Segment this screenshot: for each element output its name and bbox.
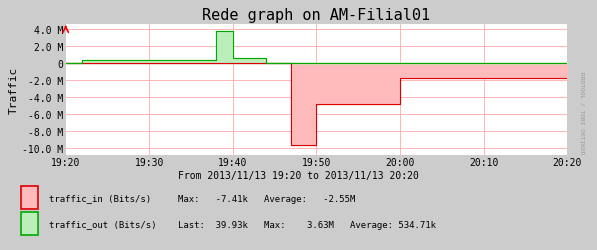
Text: traffic_in (Bits/s)     Max:   -7.41k   Average:   -2.55M: traffic_in (Bits/s) Max: -7.41k Average:… — [49, 194, 355, 203]
Text: traffic_out (Bits/s)    Last:  39.93k   Max:    3.63M   Average: 534.71k: traffic_out (Bits/s) Last: 39.93k Max: 3… — [49, 220, 436, 230]
Text: RRDTOOL / TOBI OETIKER: RRDTOOL / TOBI OETIKER — [580, 72, 584, 154]
Text: From 2013/11/13 19:20 to 2013/11/13 20:20: From 2013/11/13 19:20 to 2013/11/13 20:2… — [178, 171, 419, 181]
Y-axis label: Traffic: Traffic — [9, 66, 19, 114]
Title: Rede graph on AM-Filial01: Rede graph on AM-Filial01 — [202, 8, 430, 22]
